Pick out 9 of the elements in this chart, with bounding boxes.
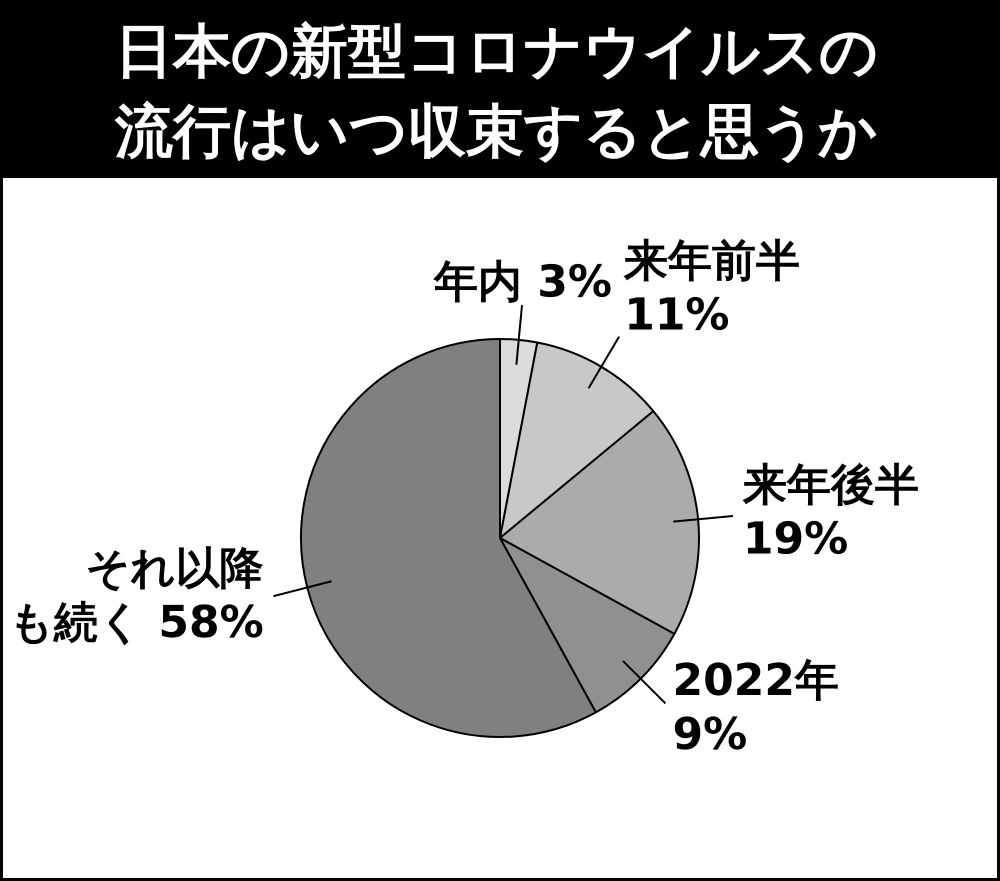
slice-label: 年内 3% — [432, 256, 612, 308]
slice-label: それ以降も続く 58% — [9, 543, 264, 648]
data-label: 11% — [624, 289, 730, 340]
data-label: 19% — [742, 513, 848, 564]
data-label: 9% — [672, 708, 748, 760]
slice-label: 来年前半 — [623, 235, 800, 286]
chart-title: 日本の新型コロナウイルスの流行はいつ収束すると思うか — [115, 16, 879, 167]
slice-label: 来年後半 — [742, 459, 919, 510]
slice-label: 2022年 — [672, 654, 840, 706]
